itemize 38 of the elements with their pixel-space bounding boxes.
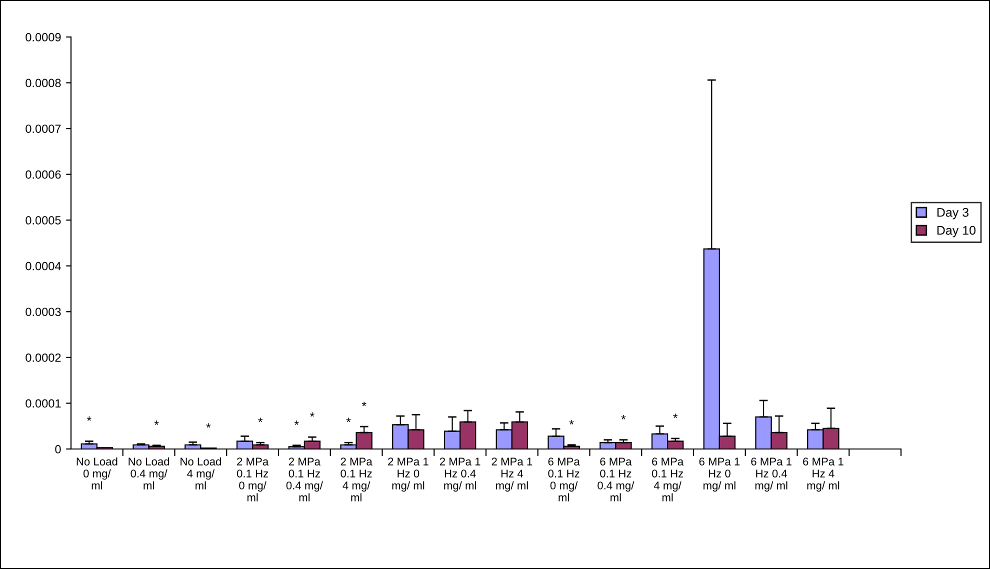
annotation: * [621,415,626,420]
x-tick-label: 2 MPa 1 Hz 0 mg/ ml [388,458,428,492]
x-tick-label: 2 MPa 1 Hz 0.4 mg/ ml [440,458,480,492]
y-tick-label: 0.0004 [26,262,61,270]
annotation: * [362,402,366,406]
legend-label: Day 10 [937,226,976,238]
annotation: * [154,420,159,425]
annotation: * [346,418,351,422]
y-tick-label: 0.0007 [26,124,61,133]
y-tick-label: 0.0006 [26,170,61,179]
x-tick-label: 6 MPa 0.1 Hz 0.4 mg/ ml [598,458,634,502]
x-tick-label: 2 MPa 1 Hz 4 mg/ ml [492,458,532,492]
x-tick-label: 2 MPa 0.1 Hz 0 mg/ ml [236,458,269,502]
x-tick-label: 6 MPa 1 Hz 0.4 mg/ ml [751,458,792,492]
x-tick-label: 6 MPa 1 Hz 4 mg/ ml [803,458,844,492]
y-tick-label: 0.0005 [26,216,61,225]
y-tick-label: 0.0003 [26,308,61,316]
y-tick-label: 0.0009 [26,33,61,42]
x-tick-label: 6 MPa 0.1 Hz 4 mg/ ml [652,458,684,502]
y-tick-label: 0.0002 [26,353,61,362]
y-tick-label: 0.0008 [26,78,61,88]
x-tick-label: No Load 0.4 mg/ ml [128,457,170,490]
legend-label: Day 3 [937,208,969,220]
annotation: * [258,418,263,422]
annotation: * [673,414,678,418]
x-tick-label: 2 MPa 0.1 Hz 0.4 mg/ ml [286,458,323,502]
x-tick-label: No Load 0 mg/ ml [76,457,118,490]
y-tick-label: 0 [55,445,61,454]
x-tick-label: 6 MPa 1 Hz 0 mg/ ml [699,458,740,492]
annotation: * [310,412,314,417]
annotation: * [569,420,574,424]
annotation: * [206,423,211,428]
annotation: * [86,416,92,421]
y-tick-label: 0.0001 [26,399,61,408]
x-tick-label: No Load 4 mg/ ml [180,457,221,490]
annotation: * [294,420,299,425]
x-tick-label: 6 MPa 0.1 Hz 0 mg/ ml [548,458,580,502]
x-tick-label: 2 MPa 0.1 Hz 4 mg/ ml [340,458,372,502]
